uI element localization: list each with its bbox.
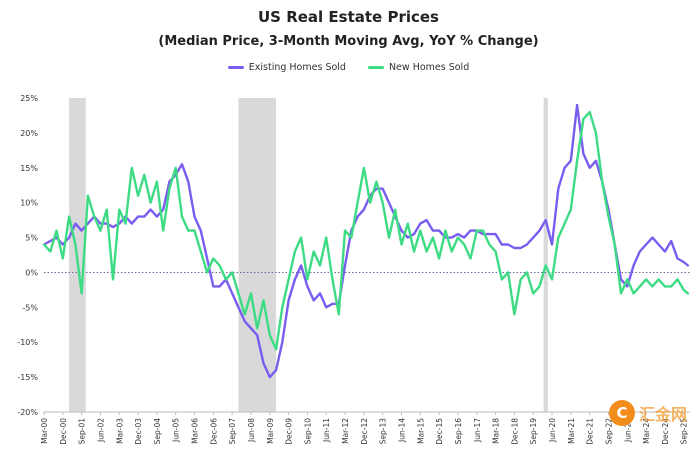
y-tick-label: 0% (25, 268, 38, 277)
y-tick-label: -5% (22, 303, 38, 312)
x-tick-label: Jun-02 (96, 418, 105, 443)
x-tick-label: Sep-10 (303, 418, 312, 445)
x-tick-label: Sep-19 (529, 418, 538, 445)
x-tick-label: Jun-08 (247, 418, 256, 443)
x-tick-label: Mar-09 (266, 418, 275, 444)
x-tick-label: Mar-15 (416, 418, 425, 444)
chart-legend: Existing Homes Sold New Homes Sold (0, 62, 697, 73)
series-line-existing-homes (42, 103, 690, 379)
x-tick-label: Mar-12 (341, 418, 350, 444)
x-tick-label: Jun-20 (548, 418, 557, 443)
y-tick-label: 25% (20, 94, 38, 103)
watermark: C 汇金网 (608, 400, 687, 426)
x-tick-label: Dec-24 (661, 418, 670, 445)
y-tick-label: 20% (20, 129, 38, 138)
recession-band-2 (543, 98, 548, 412)
x-tick-label: Sep-25 (680, 418, 689, 445)
x-tick-label: Sep-22 (604, 418, 613, 445)
x-tick-label: Dec-09 (285, 418, 294, 445)
series-line-new-homes (42, 110, 690, 351)
legend-label-new: New Homes Sold (388, 62, 470, 73)
x-tick-label: Mar-06 (191, 418, 200, 444)
y-tick-label: 15% (20, 164, 38, 173)
watermark-logo-icon: C (608, 400, 635, 426)
x-tick-label: Mar-24 (642, 418, 651, 444)
x-tick-label: Mar-00 (40, 418, 49, 444)
x-tick-label: Sep-01 (78, 418, 87, 445)
x-tick-label: Sep-16 (454, 418, 463, 445)
recession-band-1 (238, 98, 277, 412)
legend-swatch-existing (227, 66, 244, 69)
x-tick-label: Sep-13 (379, 418, 388, 445)
x-tick-label: Jun-14 (397, 418, 406, 443)
y-tick-label: -10% (17, 338, 38, 347)
x-tick-label: Mar-21 (567, 418, 576, 444)
x-tick-label: Sep-07 (228, 418, 237, 445)
x-tick-label: Sep-04 (153, 418, 162, 445)
x-tick-label: Jun-23 (623, 418, 632, 443)
legend-item-new[interactable]: New Homes Sold (367, 62, 470, 73)
x-tick-label: Jun-11 (322, 418, 331, 443)
chart-title: US Real Estate Prices (258, 8, 439, 26)
legend-swatch-new (367, 66, 384, 69)
y-tick-label: 5% (25, 234, 38, 243)
legend-label-existing: Existing Homes Sold (248, 62, 346, 73)
x-tick-label: Dec-21 (586, 418, 595, 445)
chart-subtitle: (Median Price, 3-Month Moving Avg, YoY %… (158, 34, 539, 49)
y-tick-label: -20% (17, 408, 38, 417)
y-tick-label: -15% (17, 373, 38, 382)
x-tick-label: Dec-12 (360, 418, 369, 445)
legend-item-existing[interactable]: Existing Homes Sold (227, 62, 346, 73)
x-tick-label: Jun-05 (172, 418, 181, 443)
x-tick-label: Dec-06 (209, 418, 218, 445)
x-tick-label: Mar-18 (492, 418, 501, 444)
x-tick-label: Dec-15 (435, 418, 444, 445)
watermark-text: 汇金网 (638, 405, 687, 424)
y-tick-label: 10% (20, 199, 38, 208)
x-tick-label: Mar-03 (115, 418, 124, 444)
x-tick-label: Dec-18 (510, 418, 519, 445)
x-tick-label: Jun-17 (473, 418, 482, 443)
x-tick-label: Dec-03 (134, 418, 143, 445)
x-tick-label: Dec-00 (59, 418, 68, 445)
